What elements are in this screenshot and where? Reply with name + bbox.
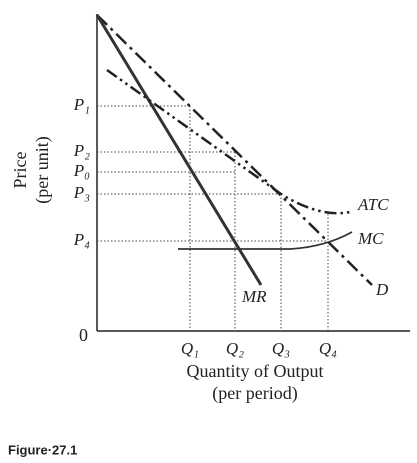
guide-3 (97, 193, 282, 331)
x-axis-label: (per period) (212, 383, 297, 404)
price-label: P₂ (73, 141, 90, 160)
price-label: P₁ (73, 95, 90, 114)
mc-label: MC (357, 229, 384, 248)
quantity-label: Q₂ (226, 339, 244, 358)
y-axis-label: Price (10, 151, 30, 188)
guide-1 (97, 105, 191, 331)
atc-curve (106, 68, 351, 215)
mr-label: MR (241, 287, 267, 306)
price-label: P₃ (73, 183, 90, 202)
figure-caption: Figure·27.1 (8, 442, 77, 457)
x-axis-label: Quantity of Output (187, 361, 324, 381)
mr-curve (95, 14, 263, 286)
guide-2 (97, 151, 236, 331)
atc-label: ATC (357, 195, 389, 214)
price-label: P₀ (73, 161, 90, 180)
y-axis-label: (per unit) (32, 136, 53, 203)
quantity-label: Q₃ (272, 339, 290, 358)
quantity-label: Q₄ (319, 339, 337, 358)
mc-curve (178, 231, 353, 250)
price-label: P₄ (73, 230, 90, 249)
demand-curve (96, 14, 373, 286)
demand-label: D (375, 280, 389, 299)
quantity-label: Q₁ (181, 339, 199, 358)
origin-label: 0 (79, 325, 88, 345)
guide-4 (97, 214, 329, 331)
